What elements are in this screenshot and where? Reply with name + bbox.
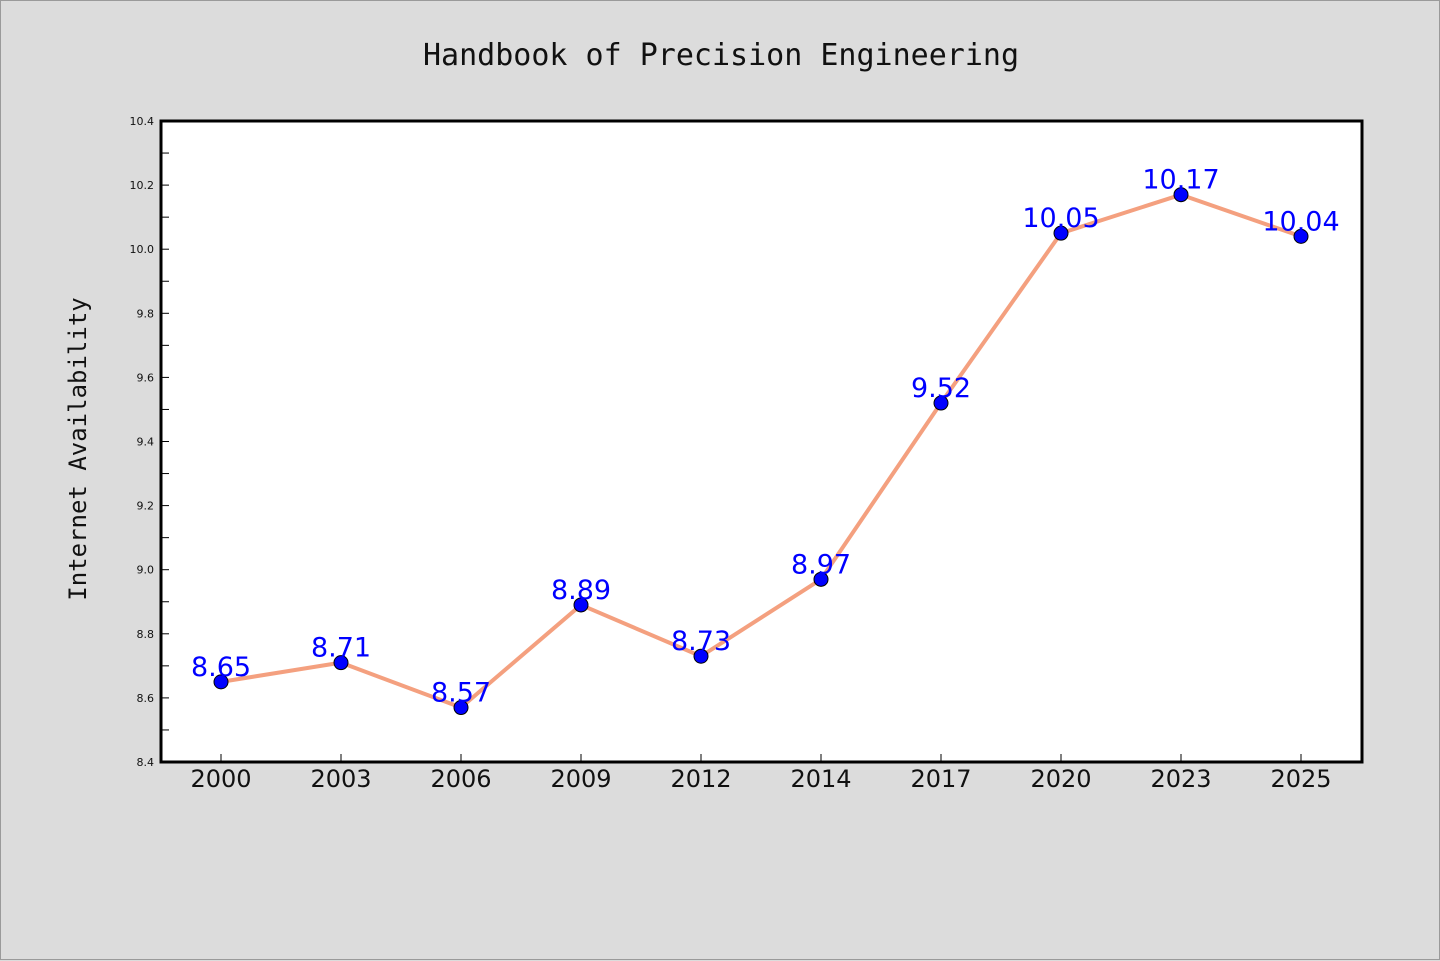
x-tick-label: 2014 — [790, 765, 851, 793]
data-point — [453, 700, 469, 716]
x-tick-label: 2012 — [670, 765, 731, 793]
data-point — [333, 655, 349, 671]
y-tick-label: 9.0 — [137, 564, 155, 577]
x-tick-label: 2000 — [190, 765, 251, 793]
y-tick-label: 10.2 — [130, 179, 155, 192]
chart-title: Handbook of Precision Engineering — [423, 38, 1019, 73]
data-point — [1293, 228, 1309, 244]
x-tick-label: 2025 — [1270, 765, 1331, 793]
x-tick-label: 2006 — [430, 765, 491, 793]
series-layer: 8.65 8.71 8.57 8.89 8.73 8.97 9.52 10.05 10.17 10… — [191, 165, 1340, 716]
data-point — [573, 597, 589, 613]
y-tick-label: 10.4 — [130, 115, 155, 128]
data-label: 8.57 — [431, 678, 491, 709]
series-line — [219, 192, 1303, 710]
data-label: 10.05 — [1022, 203, 1099, 234]
y-axis-label: Internet Availability — [64, 297, 92, 600]
plot-area — [159, 119, 1364, 764]
x-tick-label: 2003 — [310, 765, 371, 793]
y-tick-label: 8.6 — [137, 692, 155, 705]
x-tick-label: 2009 — [550, 765, 611, 793]
data-point — [1053, 225, 1069, 241]
y-axis-ticks: 8.4 8.6 8.8 9.0 9.2 9.4 9.6 9.8 10.0 10.2 10.4 — [130, 115, 169, 769]
y-tick-label: 9.2 — [137, 500, 155, 513]
data-label: 10.17 — [1142, 165, 1219, 196]
x-tick-label: 2017 — [910, 765, 971, 793]
data-point — [813, 571, 829, 587]
y-tick-label: 9.8 — [137, 307, 155, 320]
y-tick-label: 8.8 — [137, 628, 155, 641]
data-point — [693, 648, 709, 664]
data-label: 8.65 — [191, 652, 251, 683]
data-label: 8.71 — [311, 633, 371, 664]
data-label: 9.52 — [911, 373, 971, 404]
y-tick-label: 9.6 — [137, 371, 155, 384]
data-label: 8.89 — [551, 575, 611, 606]
y-tick-label: 9.4 — [137, 436, 155, 449]
data-point — [1173, 187, 1189, 203]
data-label: 8.73 — [671, 626, 731, 657]
data-point — [933, 395, 949, 411]
x-tick-label: 2020 — [1030, 765, 1091, 793]
data-point — [213, 674, 229, 690]
y-tick-label: 8.4 — [137, 756, 155, 769]
data-label: 10.04 — [1262, 206, 1339, 237]
x-axis-ticks: 2000 2003 2006 2009 2012 2014 2017 2020 2023 2025 — [190, 754, 1332, 793]
x-tick-label: 2023 — [1150, 765, 1211, 793]
data-label: 8.97 — [791, 549, 851, 580]
y-tick-label: 10.0 — [130, 243, 155, 256]
